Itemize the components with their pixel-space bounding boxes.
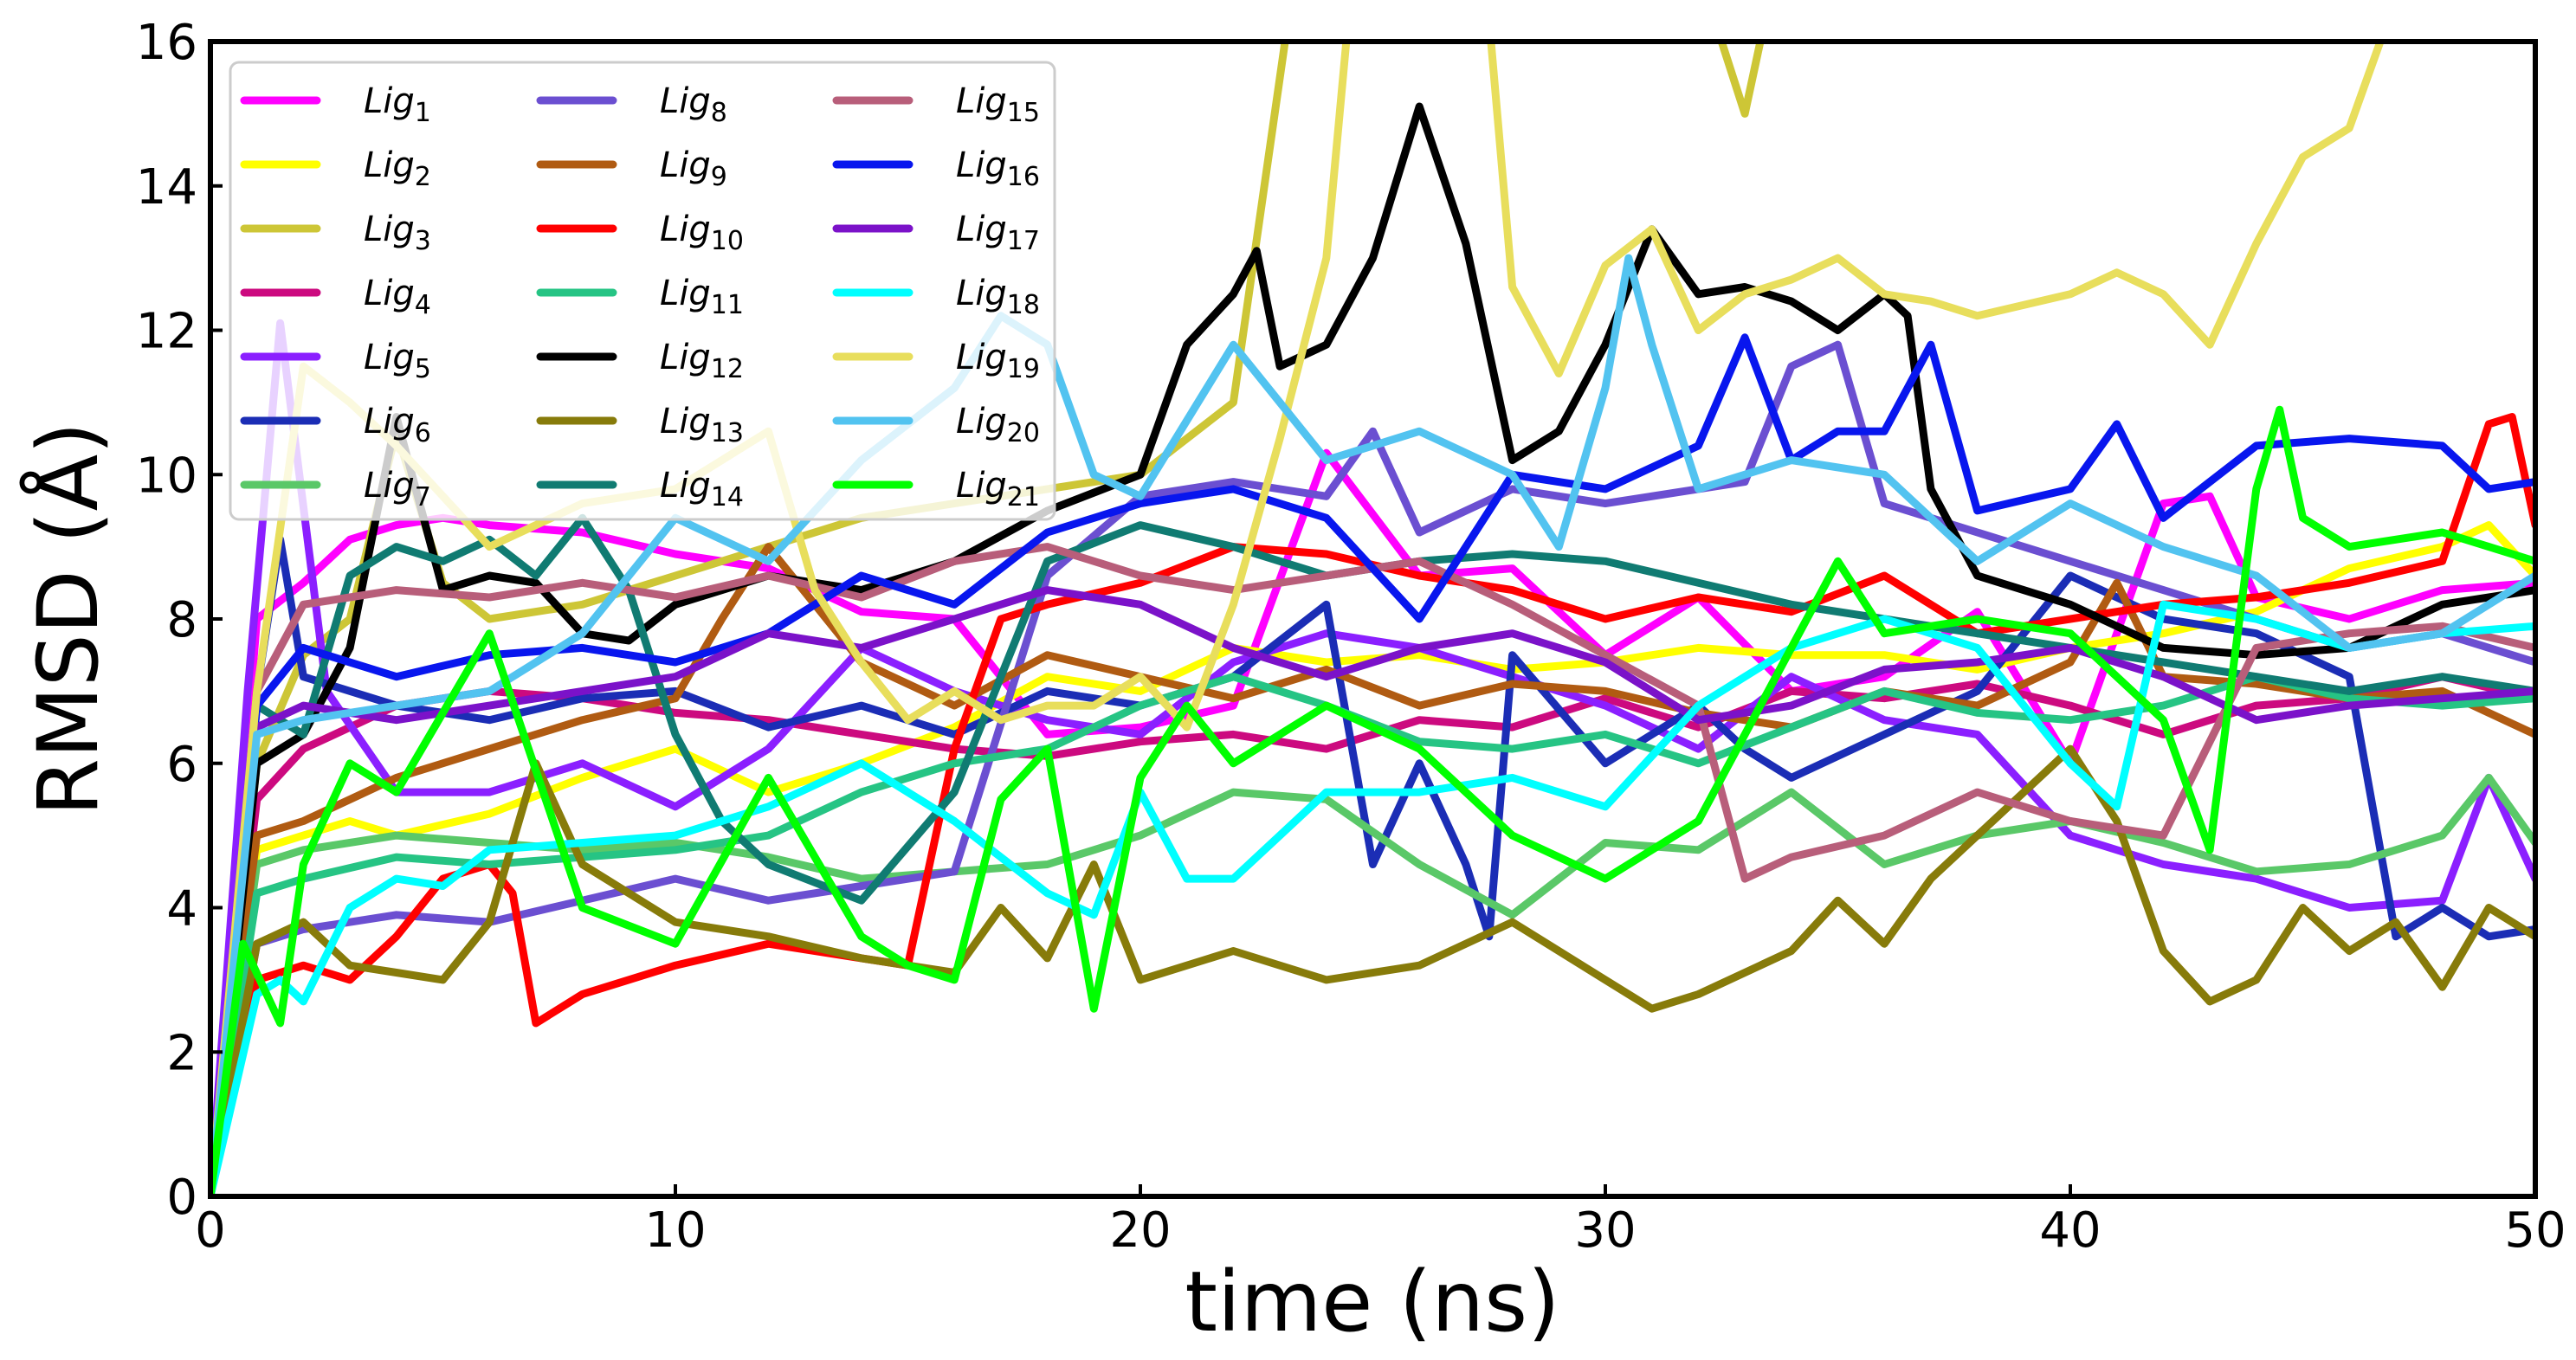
legend-label-lig6: Lig6: [364, 402, 431, 448]
series-line-lig5: [210, 319, 2535, 1196]
legend-label-lig3: Lig3: [364, 209, 431, 256]
series-line-lig17: [210, 586, 2535, 1196]
legend-label-lig17: Lig17: [956, 209, 1040, 256]
y-tick-label: 16: [136, 15, 197, 71]
legend-label-lig5: Lig5: [364, 338, 431, 384]
legend-box: [229, 61, 1056, 521]
y-axis-ticks: 0 2 4 6 8 10 12 14 16: [136, 15, 223, 1226]
series-line-lig6: [210, 535, 2535, 1196]
y-tick-label: 6: [166, 737, 197, 793]
legend-label-lig15: Lig15: [956, 81, 1040, 128]
series-line-lig10: [210, 413, 2535, 1196]
x-tick-label: 20: [1109, 1202, 1171, 1259]
x-tick-label: 40: [2039, 1202, 2101, 1259]
series-line-lig21: [210, 405, 2535, 1196]
x-tick-label: 0: [195, 1202, 226, 1259]
series-line-lig13: [210, 744, 2535, 1196]
legend-label-lig18: Lig18: [956, 274, 1040, 320]
legend-label-lig10: Lig10: [660, 209, 744, 256]
x-tick-label: 30: [1574, 1202, 1636, 1259]
y-tick-label: 2: [166, 1025, 197, 1081]
legend-label-lig14: Lig14: [660, 466, 744, 512]
legend-label-lig1: Lig1: [364, 81, 431, 128]
series-line-lig12: [210, 102, 2535, 1196]
series-line-lig14: [210, 513, 2535, 1196]
series-line-lig16: [210, 333, 2535, 1196]
x-tick-label: 50: [2504, 1202, 2566, 1259]
series-line-lig18: [210, 600, 2535, 1196]
legend-label-lig7: Lig7: [364, 466, 431, 512]
x-axis-title: time (ns): [1185, 1254, 1559, 1350]
legend-label-lig20: Lig20: [956, 402, 1040, 448]
legend-label-lig21: Lig21: [956, 466, 1040, 512]
y-axis-title: RMSD (Å): [19, 422, 117, 815]
y-tick-label: 12: [136, 304, 197, 360]
legend-label-lig8: Lig8: [660, 81, 727, 128]
legend-label-lig4: Lig4: [364, 274, 431, 320]
legend-label-lig12: Lig12: [660, 338, 744, 384]
x-axis-ticks: 0 10 20 30 40 50: [195, 1184, 2566, 1259]
series-line-lig9: [210, 543, 2535, 1196]
y-tick-label: 0: [166, 1170, 197, 1226]
series-layer: [210, 42, 2535, 1196]
legend: Lig1 Lig2 Lig3 Lig4 Lig5 Lig6 Lig7 Lig8 Lig9 Lig1…: [229, 61, 1056, 521]
y-tick-label: 14: [136, 159, 197, 216]
series-line-lig8: [210, 340, 2535, 1196]
legend-label-lig2: Lig2: [364, 145, 431, 192]
x-tick-label: 10: [644, 1202, 706, 1259]
legend-label-lig9: Lig9: [660, 145, 727, 192]
y-tick-label: 8: [166, 592, 197, 648]
series-line-lig20: [210, 254, 2535, 1196]
legend-label-lig11: Lig11: [660, 274, 744, 320]
legend-label-lig16: Lig16: [956, 145, 1040, 192]
legend-label-lig19: Lig19: [956, 338, 1040, 384]
y-tick-label: 10: [136, 448, 197, 504]
y-tick-label: 4: [166, 881, 197, 938]
series-line-lig3: [210, 42, 1765, 1196]
legend-label-lig13: Lig13: [660, 402, 744, 448]
